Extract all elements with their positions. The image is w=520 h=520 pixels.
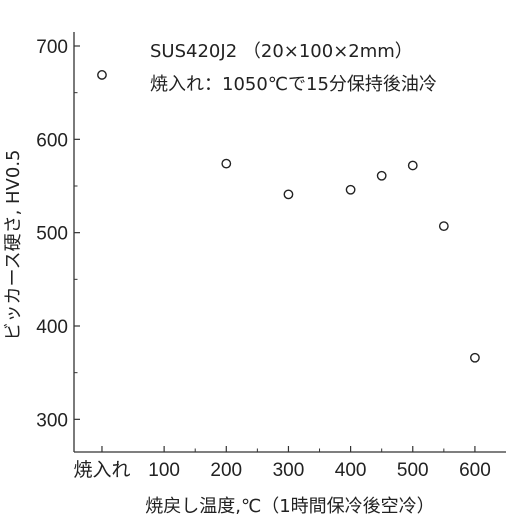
annotation-quench: 焼入れ：1050℃で15分保持後油冷 [150,74,437,95]
x-tick-label: 100 [148,460,180,481]
data-point [345,184,356,195]
data-point [438,221,449,232]
x-tick-label: 400 [335,460,367,481]
data-point [470,352,480,363]
annotation-material: SUS420J2 （20×100×2mm） [150,41,413,62]
x-tick-label: 500 [397,460,429,481]
plot-frame [73,32,506,453]
axis-ticks [74,45,476,452]
x-tick-label: 300 [273,460,305,481]
y-tick-label: 300 [36,410,68,431]
y-tick-label: 500 [36,224,68,245]
data-point [97,70,107,80]
x-tick-label: 焼入れ [73,459,130,481]
data-point [221,158,232,169]
y-tick-labels: 300 400 500 600 700 [36,37,68,431]
x-tick-label: 200 [210,460,242,481]
y-tick-label: 700 [36,37,68,58]
x-tick-label: 600 [459,460,491,481]
data-point [407,160,418,171]
data-point [376,170,387,181]
y-tick-label: 600 [36,130,68,151]
y-axis-title: ビッカース硬さ, HV0.5 [3,149,24,340]
data-points [97,70,480,363]
data-point [283,189,294,200]
y-tick-label: 400 [36,317,68,338]
x-axis-title: 焼戻し温度,℃（1時間保冷後空冷） [145,496,434,517]
x-tick-labels: 焼入れ 100 200 300 400 500 600 [73,459,490,481]
